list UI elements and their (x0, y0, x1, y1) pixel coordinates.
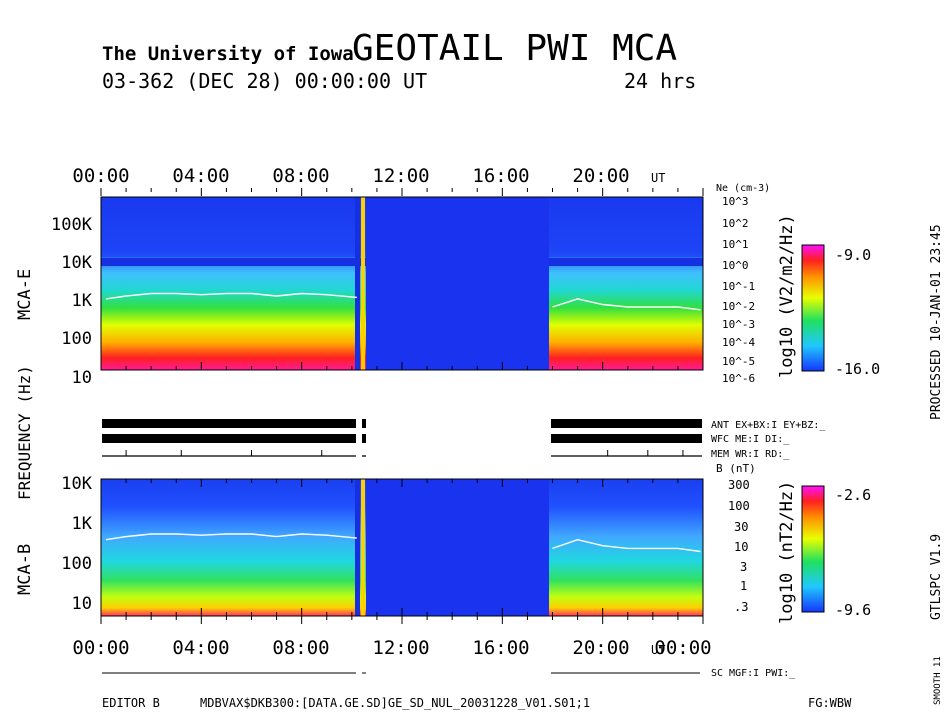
colorbar-b (801, 485, 825, 613)
colorbar-e-max: -9.0 (835, 246, 871, 264)
sc-mgf-label: SC MGF:I PWI:_ (711, 668, 796, 679)
ne-axis-label: Ne (cm-3) (716, 183, 770, 194)
time-tick-bottom: 08:00 (272, 637, 329, 659)
bottom-time-ticks: 00:00 04:00 08:00 12:00 16:00 20:00 UT 0… (72, 637, 711, 659)
institution-label: The University of Iowa (102, 43, 354, 65)
freq-tick-e: 10K (61, 253, 92, 273)
mca-e-data-gap (366, 197, 549, 370)
mca-b-field-line (552, 538, 701, 553)
ne-tick: 10^-3 (722, 318, 755, 331)
axis-ticks (100, 188, 704, 624)
b-tick: 3 (740, 560, 747, 574)
mca-e-label: MCA-E (15, 269, 35, 320)
freq-tick-b: 10K (61, 474, 92, 494)
mca-b-freq-axis: 10K 1K 100 10 (61, 474, 92, 614)
smooth-label: SMOOTH 11 (933, 656, 943, 705)
ne-tick: 10^-2 (722, 300, 755, 313)
ne-tick: 10^-5 (722, 355, 755, 368)
colorbar-b-max: -2.6 (835, 486, 871, 504)
ne-tick: 10^2 (722, 217, 749, 230)
status-bars: ANT EX+BX:I EY+BZ:_ WFC ME:I DI:_ MEM WR… (102, 419, 826, 460)
b-tick: 1 (740, 579, 747, 593)
colorbar-e-label: log10 (V2/m2/Hz) (777, 214, 797, 378)
processed-label: PROCESSED 10-JAN-01 23:45 (929, 224, 944, 420)
mca-b-bright-stripe (361, 479, 365, 616)
fg-label: FG:WBW (808, 696, 852, 710)
frequency-axis-label: FREQUENCY (Hz) (15, 365, 34, 500)
ne-tick: 10^-1 (722, 280, 755, 293)
time-tick-top: 12:00 (372, 165, 429, 187)
ant-bar (551, 419, 702, 428)
duration-label: 24 hrs (624, 69, 696, 93)
time-tick-top: 00:00 (72, 165, 129, 187)
plot-title: GEOTAIL PWI MCA (352, 28, 677, 69)
ne-tick: 10^3 (722, 195, 749, 208)
time-tick-bottom: 04:00 (172, 637, 229, 659)
freq-tick-e: 1K (72, 291, 93, 311)
ne-tick: 10^-4 (722, 336, 755, 349)
ne-tick: 10^-6 (722, 372, 755, 385)
b-tick: 100 (728, 499, 750, 513)
time-tick-bottom: 12:00 (372, 637, 429, 659)
mca-e-freq-axis: 100K 10K 1K 100 10 (51, 215, 93, 388)
mca-e-panel (100, 196, 704, 371)
wfc-bar (362, 434, 366, 443)
colorbar-e (801, 244, 825, 372)
time-tick-top: 16:00 (472, 165, 529, 187)
file-path: MDBVAX$DKB300:[DATA.GE.SD]GE_SD_NUL_2003… (200, 696, 590, 710)
top-time-ticks: 00:00 04:00 08:00 12:00 16:00 20:00 UT (72, 165, 665, 187)
ne-tick: 10^1 (722, 238, 749, 251)
b-tick: 300 (728, 478, 750, 492)
freq-tick-e: 10 (72, 368, 92, 388)
time-tick-bottom: 00:00 (72, 637, 129, 659)
ut-label-top: UT (651, 171, 665, 185)
mca-e-bright-stripe (361, 197, 365, 370)
time-tick-bottom: 16:00 (472, 637, 529, 659)
time-tick-bottom: 20:00 (572, 637, 629, 659)
freq-tick-b: 100 (61, 554, 92, 574)
time-tick-top: 04:00 (172, 165, 229, 187)
wfc-bar (551, 434, 702, 443)
ant-bar (362, 419, 366, 428)
mem-ticks (125, 450, 684, 456)
b-tick: .3 (734, 600, 748, 614)
freq-tick-e: 100K (51, 215, 93, 235)
freq-tick-b: 1K (72, 514, 93, 534)
mca-b-data-gap (366, 479, 549, 616)
wfc-bar (102, 434, 356, 443)
mca-b-panel (100, 478, 704, 617)
freq-tick-e: 100 (61, 329, 92, 349)
mca-e-density-line (105, 292, 357, 300)
date-label: 03-362 (DEC 28) 00:00:00 UT (102, 69, 427, 93)
mca-b-field-line (105, 533, 357, 541)
mca-e-density-line (552, 298, 701, 311)
b-axis: B (nT) 300 100 30 10 3 1 .3 (716, 462, 756, 614)
version-label: GTLSPC V1.9 (929, 534, 944, 620)
mca-e-gap-stripe (355, 197, 360, 370)
mca-b-gap-stripe (355, 479, 360, 616)
status-wfc-label: WFC ME:I DI:_ (711, 434, 790, 445)
mca-b-label: MCA-B (15, 544, 35, 595)
time-tick-top: 20:00 (572, 165, 629, 187)
mca-b-colorbar: -2.6 -9.6 log10 (nT2/Hz) (777, 481, 871, 624)
colorbar-e-min: -16.0 (835, 360, 880, 378)
b-axis-label: B (nT) (716, 462, 756, 475)
mca-e-colorbar: -9.0 -16.0 log10 (V2/m2/Hz) (777, 214, 880, 378)
b-tick: 30 (734, 520, 748, 534)
colorbar-b-label: log10 (nT2/Hz) (777, 481, 797, 624)
ut-label-bottom: UT (651, 643, 665, 657)
status-mem-label: MEM WR:I RD:_ (711, 449, 790, 460)
ne-tick: 10^0 (722, 259, 749, 272)
time-tick-bottom: 00:00 (654, 637, 711, 659)
ant-bar (102, 419, 356, 428)
status-ant-label: ANT EX+BX:I EY+BZ:_ (711, 420, 826, 431)
editor-label: EDITOR B (102, 696, 160, 710)
b-tick: 10 (734, 540, 748, 554)
time-tick-top: 08:00 (272, 165, 329, 187)
colorbar-b-min: -9.6 (835, 601, 871, 619)
ne-axis: Ne (cm-3) 10^3 10^2 10^1 10^0 10^-1 10^-… (716, 183, 770, 385)
freq-tick-b: 10 (72, 594, 92, 614)
